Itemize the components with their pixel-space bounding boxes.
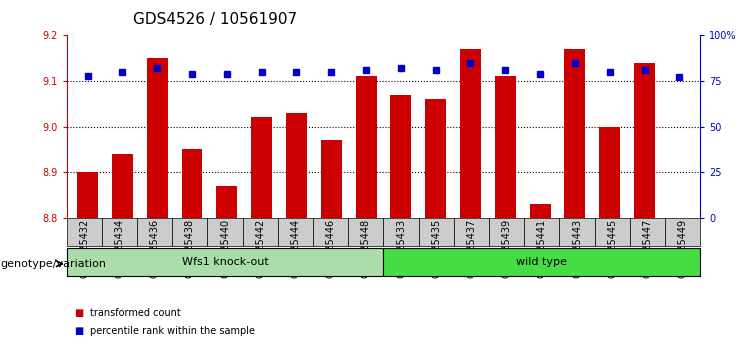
- Text: GSM825447: GSM825447: [642, 219, 652, 278]
- Bar: [384, 248, 700, 276]
- Text: GSM825448: GSM825448: [361, 219, 370, 278]
- Bar: [634, 63, 655, 218]
- Bar: [243, 218, 278, 246]
- Bar: [599, 127, 620, 218]
- Text: GSM825440: GSM825440: [220, 219, 230, 278]
- Bar: [321, 140, 342, 218]
- Bar: [182, 149, 202, 218]
- Text: ■: ■: [74, 326, 83, 336]
- Bar: [313, 218, 348, 246]
- Bar: [525, 218, 559, 246]
- Text: transformed count: transformed count: [90, 308, 181, 318]
- Text: GSM825441: GSM825441: [537, 219, 547, 278]
- Bar: [77, 172, 98, 218]
- Text: GSM825445: GSM825445: [608, 219, 617, 278]
- Bar: [530, 204, 551, 218]
- Bar: [565, 49, 585, 218]
- Bar: [453, 218, 489, 246]
- Bar: [356, 76, 376, 218]
- Bar: [391, 95, 411, 218]
- Text: GSM825436: GSM825436: [150, 219, 159, 278]
- Bar: [559, 218, 594, 246]
- Bar: [251, 118, 272, 218]
- Text: GSM825435: GSM825435: [431, 219, 441, 278]
- Bar: [489, 218, 525, 246]
- Bar: [207, 218, 243, 246]
- Text: GSM825434: GSM825434: [115, 219, 124, 278]
- Bar: [425, 99, 446, 218]
- Bar: [495, 76, 516, 218]
- Text: Wfs1 knock-out: Wfs1 knock-out: [182, 257, 268, 267]
- Text: GSM825449: GSM825449: [678, 219, 688, 278]
- Bar: [67, 248, 384, 276]
- Text: GSM825438: GSM825438: [185, 219, 195, 278]
- Bar: [595, 218, 630, 246]
- Text: GSM825446: GSM825446: [326, 219, 336, 278]
- Bar: [102, 218, 137, 246]
- Bar: [348, 218, 384, 246]
- Text: genotype/variation: genotype/variation: [1, 259, 107, 269]
- Bar: [286, 113, 307, 218]
- Text: GSM825432: GSM825432: [79, 219, 89, 278]
- Bar: [112, 154, 133, 218]
- Bar: [147, 58, 167, 218]
- Text: ■: ■: [74, 308, 83, 318]
- Bar: [137, 218, 173, 246]
- Bar: [67, 218, 102, 246]
- Bar: [460, 49, 481, 218]
- Text: GSM825442: GSM825442: [256, 219, 265, 278]
- Text: percentile rank within the sample: percentile rank within the sample: [90, 326, 256, 336]
- Bar: [278, 218, 313, 246]
- Text: wild type: wild type: [516, 257, 568, 267]
- Bar: [419, 218, 453, 246]
- Bar: [216, 186, 237, 218]
- Bar: [630, 218, 665, 246]
- Text: GDS4526 / 10561907: GDS4526 / 10561907: [133, 12, 297, 27]
- Text: GSM825433: GSM825433: [396, 219, 406, 278]
- Bar: [172, 218, 207, 246]
- Bar: [665, 218, 700, 246]
- Text: GSM825437: GSM825437: [467, 219, 476, 278]
- Text: GSM825443: GSM825443: [572, 219, 582, 278]
- Text: GSM825444: GSM825444: [290, 219, 300, 278]
- Text: GSM825439: GSM825439: [502, 219, 511, 278]
- Bar: [384, 218, 419, 246]
